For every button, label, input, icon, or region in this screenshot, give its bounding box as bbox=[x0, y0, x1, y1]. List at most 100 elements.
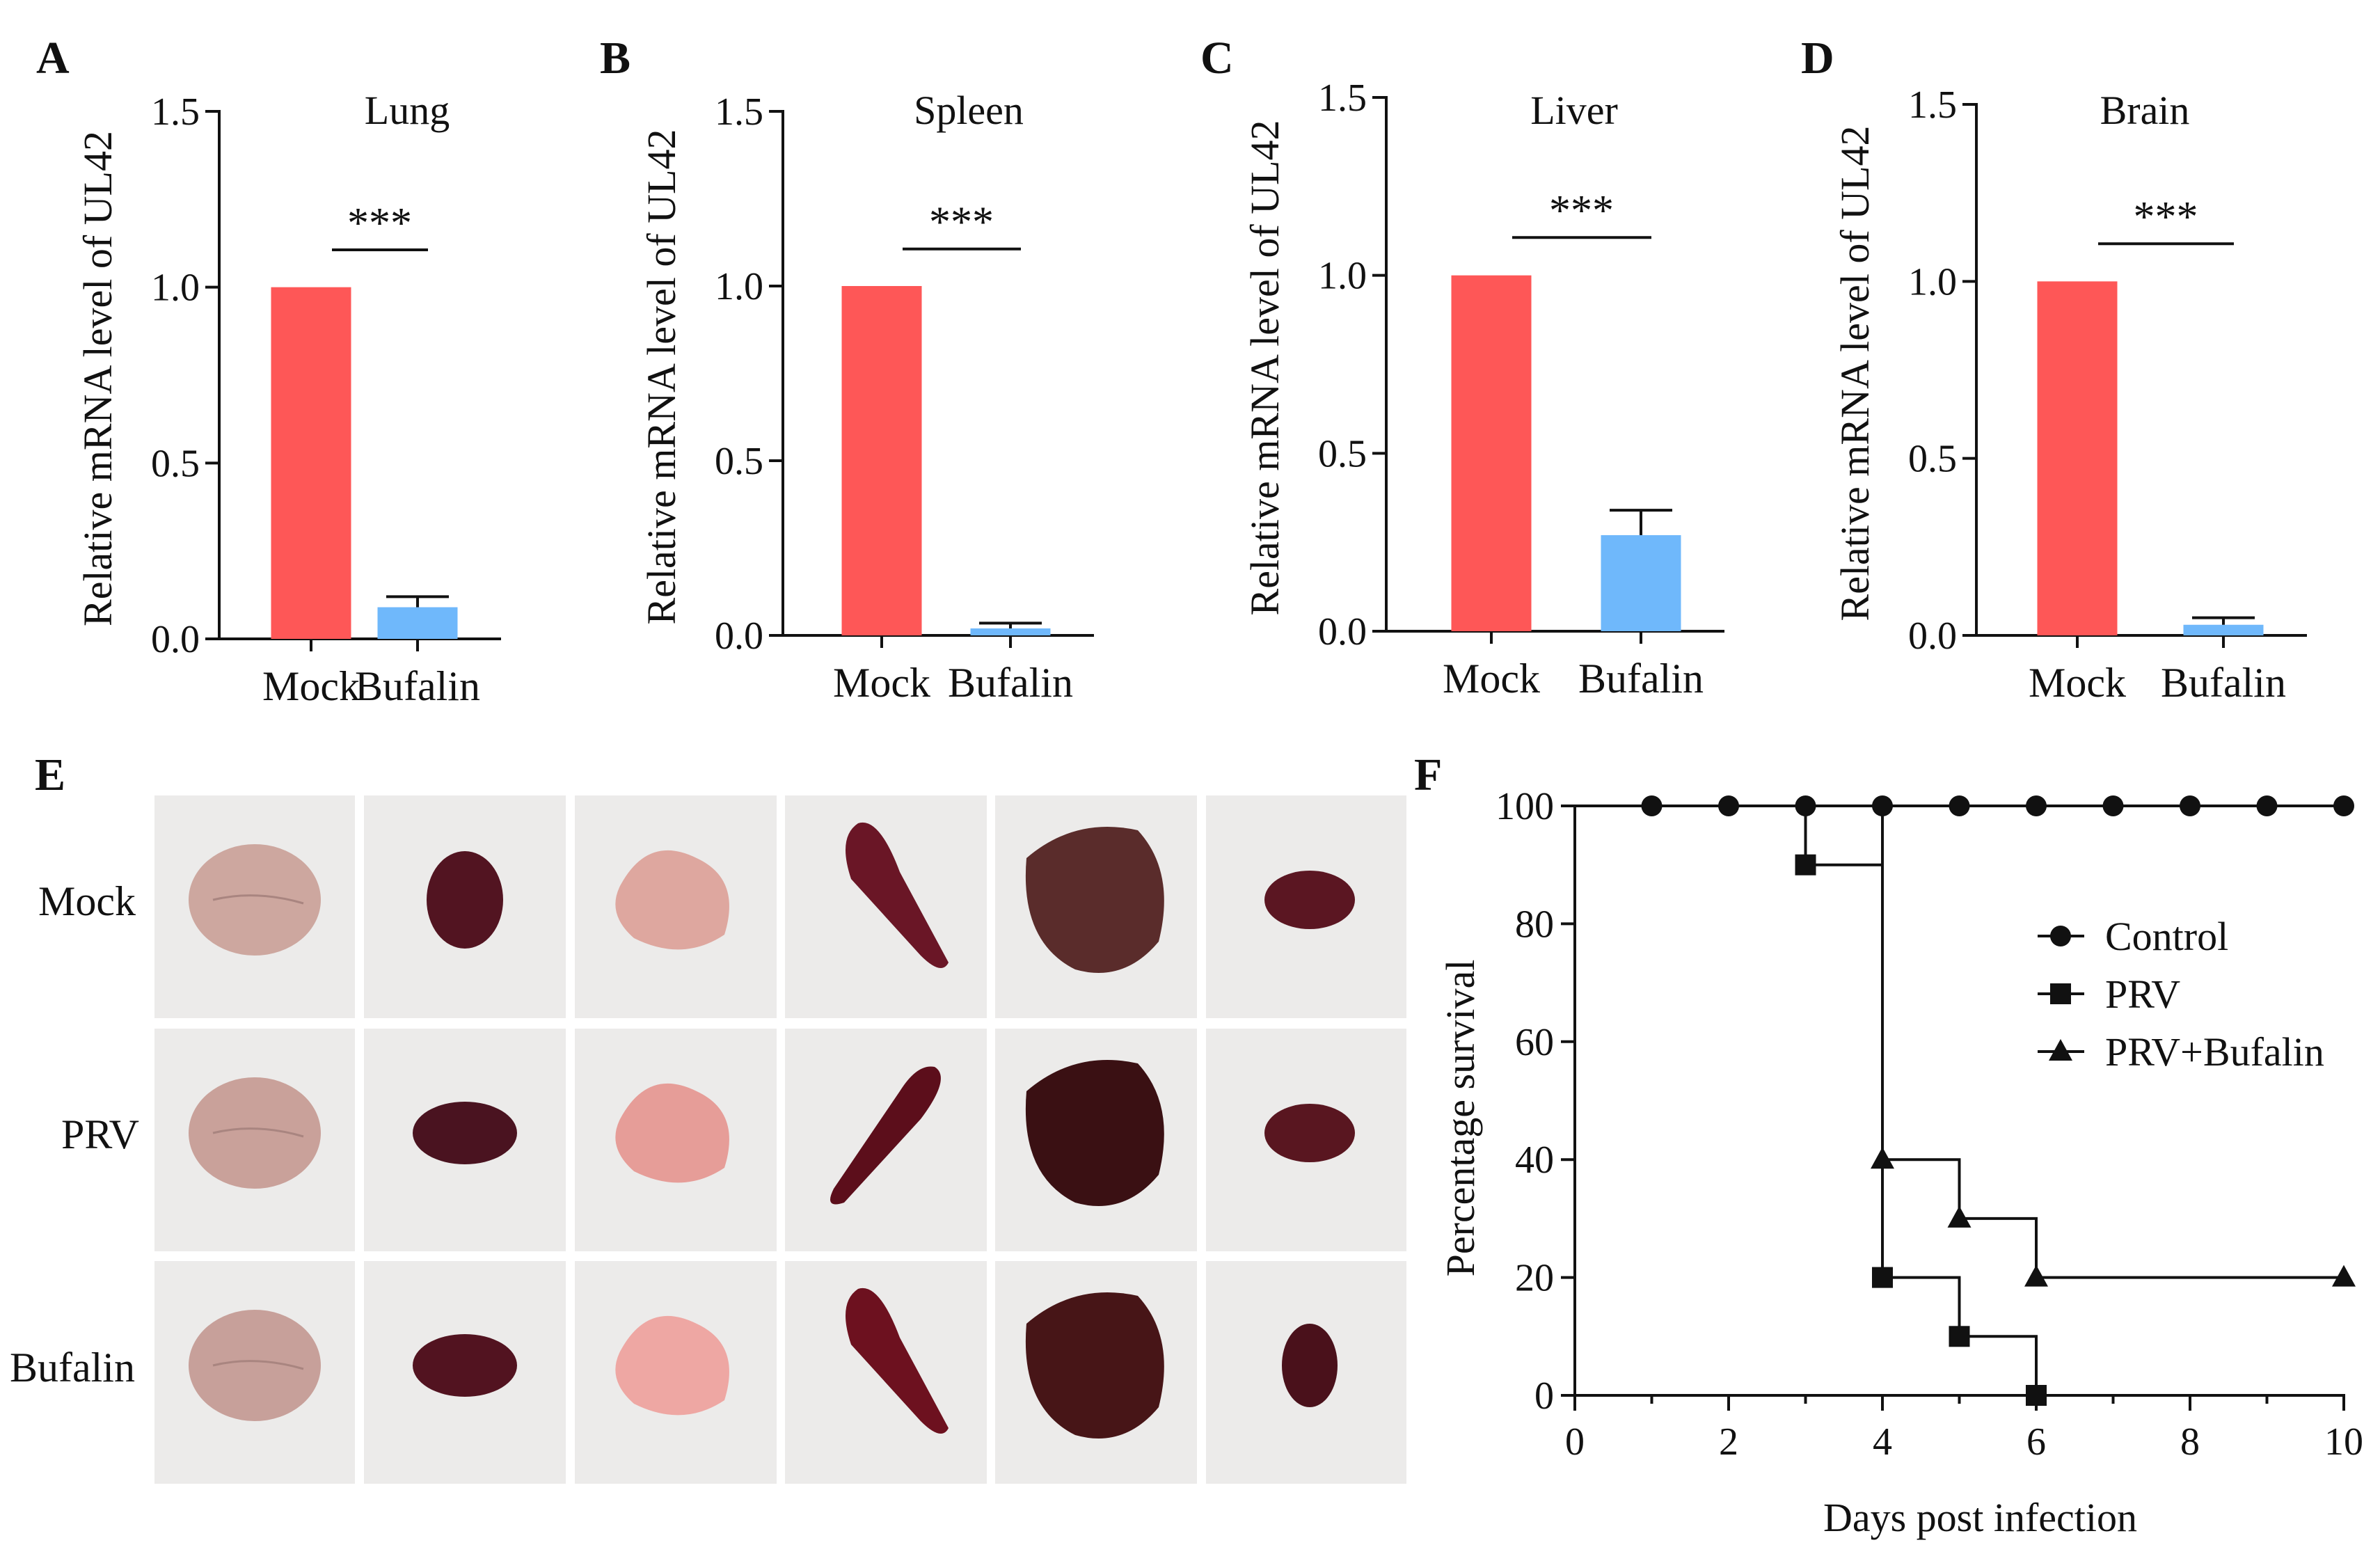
brain-organ-icon bbox=[189, 1310, 321, 1421]
bar-chart-a: A Lung 0.0 0.5 1.0 1.5 Relative mRNA level of … bbox=[36, 33, 501, 709]
data-point bbox=[2333, 795, 2354, 816]
y-tick-label: 0.5 bbox=[151, 442, 200, 485]
kidney-organ-icon bbox=[413, 1334, 517, 1397]
brain-fold-detail bbox=[212, 1127, 304, 1138]
y-tick-label: 0.0 bbox=[1908, 615, 1957, 658]
y-tick-label: 0 bbox=[1534, 1374, 1554, 1418]
bar-bufalin bbox=[2183, 624, 2264, 635]
y-tick-label: 60 bbox=[1515, 1021, 1554, 1064]
data-point bbox=[1949, 795, 1970, 816]
x-tick-label: 0 bbox=[1565, 1420, 1585, 1464]
photo-cell bbox=[995, 795, 1197, 1018]
bar-bufalin bbox=[377, 607, 458, 639]
y-tick-label: 0.5 bbox=[715, 440, 763, 483]
kidney-organ-icon bbox=[427, 851, 503, 949]
panel-letter-a: A bbox=[36, 33, 70, 84]
y-tick-label: 0.0 bbox=[1318, 610, 1367, 653]
photo-cell bbox=[364, 1261, 566, 1484]
y-tick-label: 0.5 bbox=[1318, 432, 1367, 475]
y-tick-label: 1.5 bbox=[715, 90, 763, 134]
legend-marker bbox=[2049, 1039, 2072, 1061]
legend-marker bbox=[2050, 983, 2071, 1004]
y-axis-label: Relative mRNA level of UL42 bbox=[639, 129, 684, 625]
data-point bbox=[2332, 1265, 2356, 1287]
data-point bbox=[2102, 795, 2124, 816]
spleen-organ-icon bbox=[830, 1066, 941, 1205]
row-label-bufalin: Bufalin bbox=[10, 1345, 135, 1390]
y-tick-label: 1.0 bbox=[151, 267, 200, 310]
photo-cell bbox=[575, 795, 777, 1018]
panel-letter-e: E bbox=[35, 750, 65, 800]
series-control bbox=[1575, 795, 2354, 816]
y-tick-label: 0.0 bbox=[715, 615, 763, 658]
y-tick-label: 40 bbox=[1515, 1139, 1554, 1182]
bar-charts-group: A Lung 0.0 0.5 1.0 1.5 Relative mRNA level of … bbox=[36, 33, 2307, 709]
data-point bbox=[1949, 1326, 1970, 1347]
x-tick-label: 4 bbox=[1873, 1420, 1892, 1464]
x-tick-label: Bufalin bbox=[1578, 656, 1704, 702]
y-tick-label: 1.5 bbox=[151, 90, 200, 134]
row-label-prv: PRV bbox=[61, 1111, 139, 1157]
bar-mock bbox=[841, 286, 922, 635]
x-tick-label: Mock bbox=[833, 660, 930, 706]
y-axis-label: Relative mRNA level of UL42 bbox=[75, 131, 120, 626]
photo-cell bbox=[995, 1261, 1197, 1484]
chart-title: Brain bbox=[2100, 88, 2190, 133]
photo-cell bbox=[1206, 795, 1406, 1018]
row-label-mock: Mock bbox=[38, 878, 136, 924]
liver-organ-icon bbox=[1025, 1060, 1164, 1206]
chart-title: Lung bbox=[365, 88, 450, 133]
photo-cell bbox=[154, 795, 355, 1018]
spleen-organ-icon bbox=[846, 1287, 949, 1434]
data-point bbox=[1871, 1147, 1894, 1169]
photo-cell bbox=[575, 1029, 777, 1251]
series-line bbox=[1575, 805, 2344, 1397]
legend: Control PRV PRV+Bufalin bbox=[2038, 914, 2324, 1075]
y-tick-label: 80 bbox=[1515, 903, 1554, 946]
panel-letter-d: D bbox=[1801, 33, 1834, 84]
series-prv-bufalin bbox=[1575, 805, 2356, 1287]
photo-cell bbox=[785, 1029, 987, 1251]
brain-organ-icon bbox=[189, 844, 321, 956]
x-tick-label: Bufalin bbox=[2161, 660, 2286, 706]
lung-organ-icon bbox=[615, 850, 729, 950]
chart-title: Liver bbox=[1530, 88, 1618, 133]
bar-chart-d: D Brain 0.0 0.5 1.0 1.5 Relative mRNA level of… bbox=[1801, 33, 2307, 706]
y-tick-label: 100 bbox=[1496, 785, 1554, 828]
panel-letter-f: F bbox=[1414, 750, 1442, 800]
heart-organ-icon bbox=[1264, 1104, 1355, 1162]
legend-marker bbox=[2050, 926, 2071, 946]
significance-label: *** bbox=[2134, 193, 2198, 241]
lung-organ-icon bbox=[615, 1315, 729, 1416]
x-tick-label: Mock bbox=[1443, 656, 1540, 702]
data-point bbox=[1795, 854, 1816, 875]
lung-organ-icon bbox=[615, 1083, 729, 1183]
photo-cell bbox=[785, 1261, 987, 1484]
y-tick-label: 1.5 bbox=[1318, 77, 1367, 120]
significance-label: *** bbox=[1549, 187, 1614, 235]
survival-chart: F 0 20 40 60 80 100 0 2 4 6 8 10 Days post infection P… bbox=[1414, 750, 2363, 1540]
x-tick-label: Mock bbox=[262, 663, 360, 709]
chart-title: Spleen bbox=[914, 88, 1024, 133]
bar-bufalin bbox=[1601, 534, 1681, 631]
bar-chart-b: B Spleen 0.0 0.5 1.0 1.5 Relative mRNA level o… bbox=[600, 33, 1094, 706]
bar-mock bbox=[271, 287, 351, 639]
photo-cell bbox=[154, 1261, 355, 1484]
photo-cell bbox=[154, 1029, 355, 1251]
y-tick-label: 20 bbox=[1515, 1257, 1554, 1300]
legend-label: Control bbox=[2105, 914, 2228, 959]
photo-cell bbox=[785, 795, 987, 1018]
data-point bbox=[2180, 795, 2200, 816]
y-tick-label: 0.5 bbox=[1908, 438, 1957, 481]
panel-letter-c: C bbox=[1200, 33, 1234, 84]
x-tick-label: Bufalin bbox=[948, 660, 1073, 706]
photo-cell bbox=[995, 1029, 1197, 1251]
kidney-organ-icon bbox=[413, 1102, 517, 1164]
bar-chart-c: C Liver 0.0 0.5 1.0 1.5 Relative mRNA level of… bbox=[1200, 33, 1724, 702]
bar-mock bbox=[2037, 281, 2118, 635]
liver-organ-icon bbox=[1025, 827, 1164, 973]
y-tick-label: 0.0 bbox=[151, 618, 200, 661]
organ-photo-panel: E Mock PRV Bufalin bbox=[10, 750, 1406, 1484]
photo-cell bbox=[1206, 1029, 1406, 1251]
